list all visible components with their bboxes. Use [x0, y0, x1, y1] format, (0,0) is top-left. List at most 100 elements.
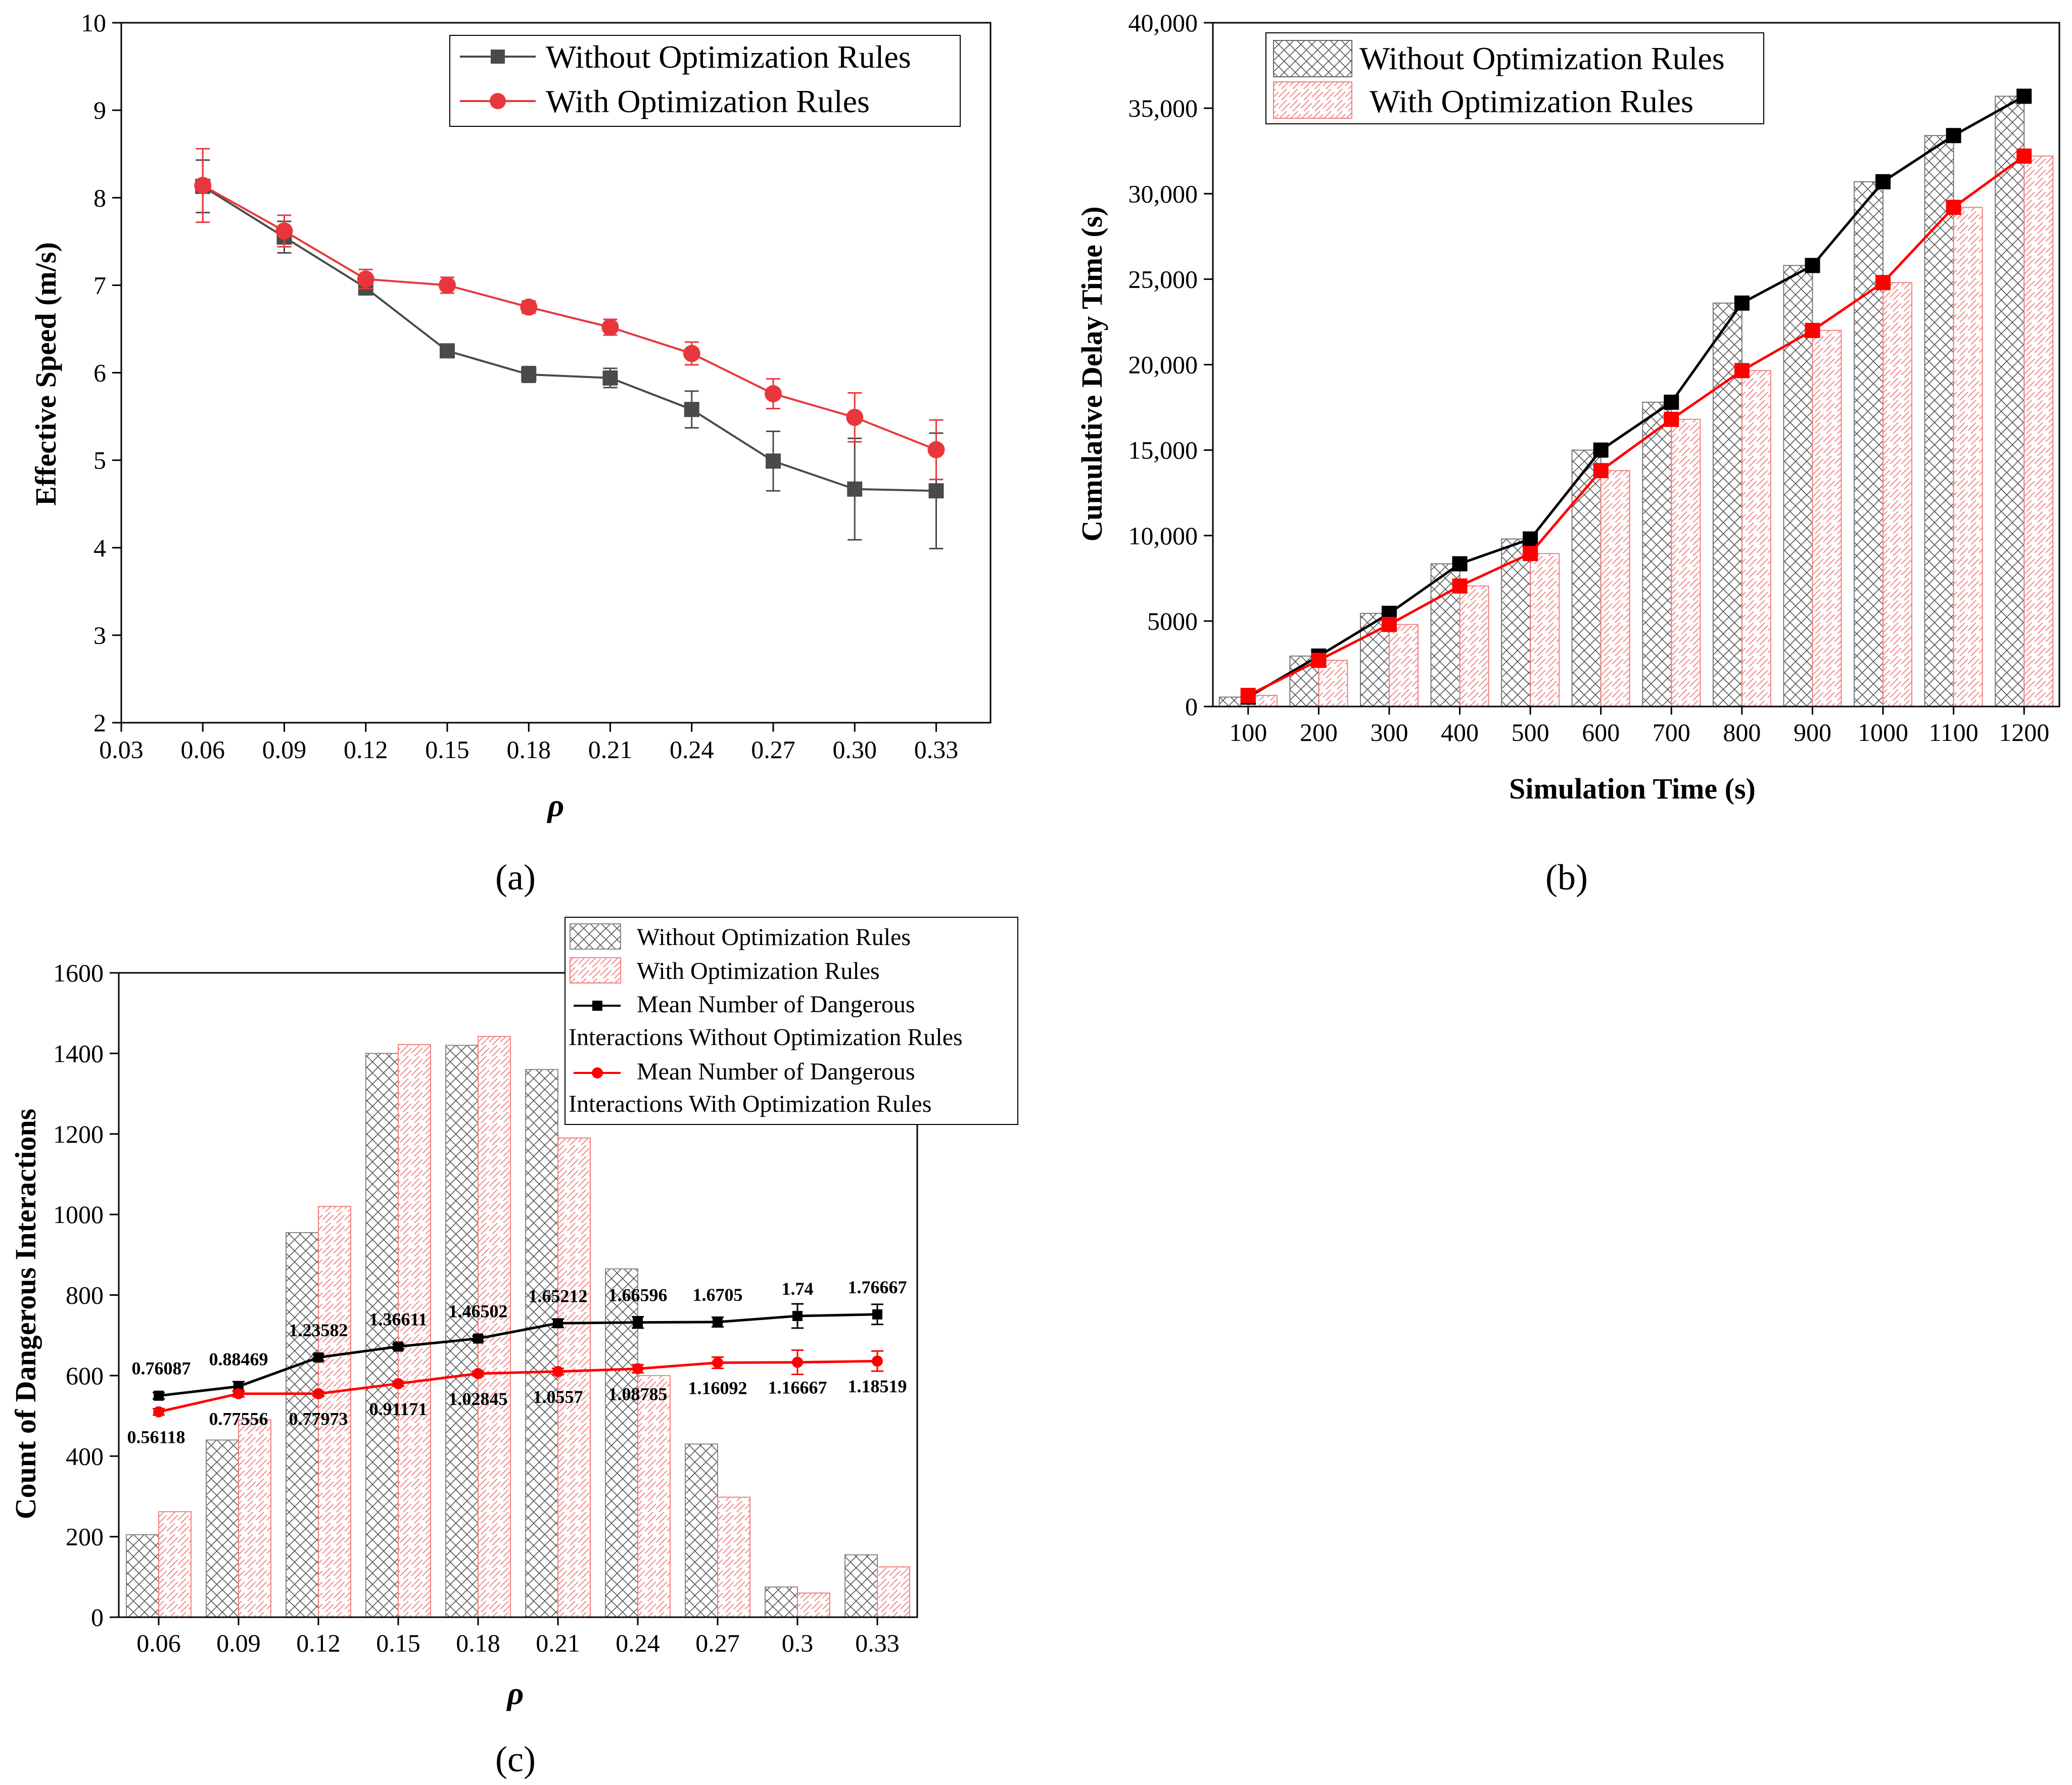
bar-with-optimization: [717, 1496, 750, 1618]
data-label: 1.66596: [608, 1285, 668, 1305]
x-tick-label: 600: [1582, 718, 1620, 746]
panel-c-y-ticks: 0 200 400 600 800 1000 1200 1400 1600: [53, 959, 119, 1631]
x-tick-label: 0.06: [136, 1629, 181, 1657]
x-tick-label: 0.18: [507, 735, 551, 764]
data-point: [1664, 411, 1679, 427]
data-label: 1.76667: [848, 1277, 907, 1297]
panel-c-legend-label-mean-with-1: Mean Number of Dangerous: [637, 1058, 915, 1085]
data-point: [633, 1317, 643, 1328]
x-tick-label: 300: [1370, 718, 1408, 746]
x-tick-label: 1200: [1999, 718, 2049, 746]
data-point: [473, 1368, 484, 1379]
data-point: [1452, 578, 1468, 594]
data-point: [313, 1352, 323, 1363]
y-tick-label: 9: [93, 96, 106, 124]
y-tick-label: 1200: [53, 1120, 104, 1148]
data-point: [552, 1366, 563, 1377]
data-label: 0.77973: [289, 1409, 348, 1429]
y-tick-label: 40,000: [1128, 9, 1198, 37]
data-point: [712, 1357, 723, 1369]
x-tick-label: 0.03: [99, 735, 144, 764]
data-point: [521, 366, 537, 382]
mean-line-without-optimization: [153, 1303, 883, 1401]
data-point: [233, 1388, 244, 1399]
data-point: [440, 343, 455, 359]
y-tick-label: 10: [81, 9, 106, 37]
data-point: [1805, 258, 1820, 273]
bar-without-optimization: [525, 1069, 558, 1618]
panel-c-legend-label-mean-with-2: Interactions With Optimization Rules: [569, 1091, 931, 1117]
panel-b-legend-label-with: With Optimization Rules: [1370, 83, 1693, 119]
x-tick-label: 0.33: [855, 1629, 900, 1657]
y-tick-label: 8: [93, 183, 106, 212]
data-point: [393, 1378, 404, 1389]
panel-b-cumulative-delay: 100 200 300 400 500 600 700 800 900 1000 1100 1200 …: [1075, 9, 2060, 898]
data-point: [683, 345, 700, 362]
data-point: [1946, 200, 1961, 215]
data-point: [792, 1310, 803, 1321]
bar-without-optimization: [1501, 538, 1531, 707]
data-point: [439, 276, 456, 294]
legend-crosshatch-swatch-icon: [1273, 40, 1352, 77]
data-point: [1311, 652, 1327, 668]
x-tick-label: 0.30: [833, 735, 877, 764]
data-label: 0.88469: [209, 1349, 268, 1369]
y-tick-label: 600: [66, 1361, 104, 1390]
data-point: [601, 318, 619, 336]
x-tick-label: 200: [1300, 718, 1338, 746]
series-with-optimization: [194, 148, 945, 481]
bar-with-optimization: [1459, 585, 1489, 707]
data-label: 1.08785: [608, 1384, 668, 1404]
x-tick-label: 0.06: [181, 735, 225, 764]
mean-line-with-optimization: [153, 1349, 883, 1418]
x-tick-label: 0.33: [914, 735, 959, 764]
x-tick-label: 0.15: [425, 735, 469, 764]
data-label: 1.74: [782, 1279, 814, 1299]
bar-with-optimization: [1812, 330, 1842, 707]
y-tick-label: 5: [93, 446, 106, 475]
bar-with-optimization: [1600, 470, 1630, 708]
data-point: [194, 177, 212, 195]
data-point: [766, 453, 781, 469]
data-point: [765, 385, 782, 403]
bar-with-optimization: [877, 1566, 910, 1618]
bar-with-optimization: [478, 1036, 511, 1618]
data-point: [154, 1390, 164, 1401]
bar-without-optimization: [1571, 449, 1602, 707]
x-tick-label: 0.15: [376, 1629, 420, 1657]
data-label: 0.77556: [209, 1409, 268, 1429]
data-point: [684, 402, 699, 417]
x-tick-label: 0.18: [456, 1629, 500, 1657]
x-tick-label: 0.09: [262, 735, 307, 764]
panel-b-label: (b): [1545, 857, 1588, 898]
y-tick-label: 0: [91, 1603, 104, 1631]
bar-with-optimization: [398, 1044, 431, 1618]
panel-c-legend-label-mean-without-1: Mean Number of Dangerous: [637, 991, 915, 1018]
data-point: [1875, 174, 1891, 190]
series-line: [1247, 95, 2025, 698]
panel-a-label: (a): [495, 857, 536, 898]
data-point: [1381, 617, 1397, 632]
data-point: [2016, 148, 2032, 164]
panel-a-x-axis-title: ρ: [547, 787, 564, 823]
bar-with-optimization: [1388, 624, 1419, 708]
y-tick-label: 1400: [53, 1039, 104, 1067]
x-tick-label: 900: [1794, 718, 1831, 746]
bar-without-optimization: [605, 1268, 638, 1618]
y-tick-label: 1600: [53, 959, 104, 987]
series-line: [1247, 155, 2025, 697]
panel-a-effective-speed: 0.03 0.06 0.09 0.12 0.15 0.18 0.21 0.24 0.27 0.30…: [29, 9, 992, 898]
data-point: [275, 222, 293, 240]
data-point: [1664, 394, 1679, 410]
x-tick-label: 0.21: [536, 1629, 580, 1657]
y-tick-label: 1000: [53, 1200, 104, 1229]
bar-without-optimization: [365, 1053, 399, 1618]
bar-with-optimization: [1741, 370, 1771, 707]
x-tick-label: 0.09: [216, 1629, 261, 1657]
legend-crosshatch-swatch-icon: [570, 923, 621, 950]
bar-with-optimization: [1671, 418, 1701, 707]
line-without-optimization: [1240, 88, 2032, 705]
y-tick-label: 20,000: [1128, 351, 1198, 379]
y-tick-label: 400: [66, 1442, 104, 1470]
data-point: [1523, 546, 1538, 561]
